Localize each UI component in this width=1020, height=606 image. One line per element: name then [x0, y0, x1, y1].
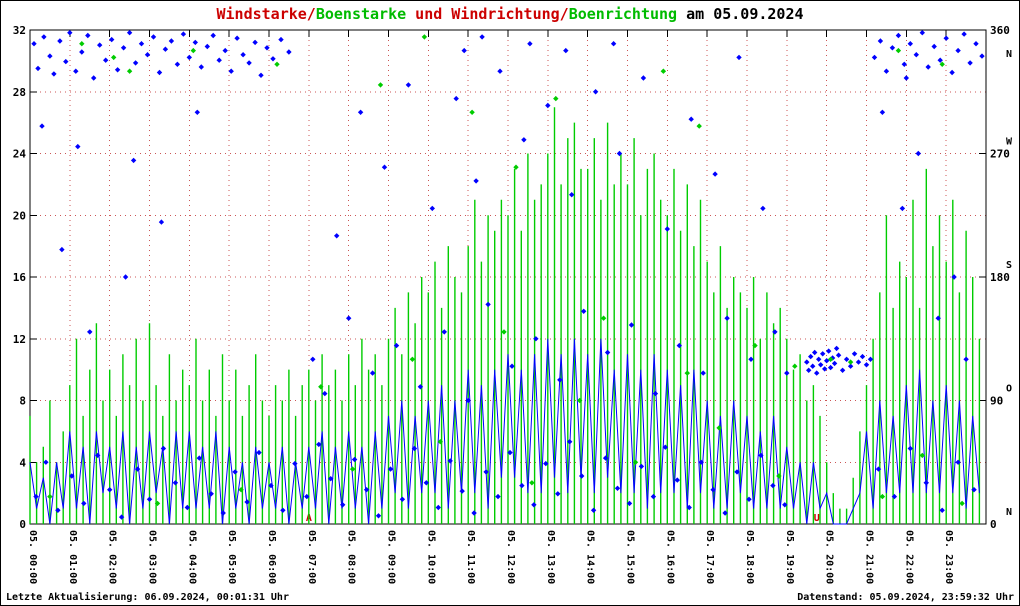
x-tick-label: 05. 13:00: [545, 530, 556, 584]
x-tick-label: 05. 18:00: [744, 530, 755, 584]
x-tick-label: 05. 09:00: [386, 530, 397, 584]
compass-label: W: [1006, 137, 1013, 148]
left-tick-label: 32: [13, 24, 26, 37]
footer-last-update: Letzte Aktualisierung: 06.09.2024, 00:01…: [6, 591, 289, 603]
title-windrichtung: und Windrichtung/: [406, 5, 569, 23]
x-tick-label: 05. 21:00: [864, 530, 875, 584]
x-tick-label: 05. 05:00: [226, 530, 237, 584]
left-tick-label: 4: [19, 456, 26, 469]
x-tick-label: 05. 12:00: [505, 530, 516, 584]
title-date: am 05.09.2024: [677, 5, 803, 23]
left-tick-label: 0: [19, 518, 26, 531]
x-tick-label: 05. 02:00: [107, 530, 118, 584]
wind-strength-line: [29, 338, 980, 525]
right-tick-label: 360: [990, 24, 1010, 37]
x-tick-label: 05. 14:00: [585, 530, 596, 584]
x-tick-label: 05. 22:00: [903, 530, 914, 584]
compass-label: S: [1006, 260, 1012, 271]
compass-label: N: [1006, 507, 1012, 518]
compass-label: O: [1006, 384, 1012, 395]
x-tick-label: 05. 04:00: [186, 530, 197, 584]
x-tick-label: 05. 15:00: [625, 530, 636, 584]
left-tick-label: 20: [13, 209, 26, 222]
x-tick-label: 05. 01:00: [67, 530, 78, 584]
left-tick-label: 16: [13, 271, 27, 284]
title-boenstarke: Boenstarke: [316, 5, 406, 23]
left-tick-label: 28: [13, 86, 26, 99]
left-axis-labels: 0 4 8 12 16 20 24 28 32: [13, 24, 27, 531]
right-tick-label: 0: [990, 518, 997, 531]
compass-label: N: [1006, 49, 1012, 60]
right-tick-label: 90: [990, 395, 1003, 408]
left-tick-label: 8: [19, 395, 26, 408]
x-tick-label: 05. 23:00: [943, 530, 954, 584]
right-tick-label: 180: [990, 271, 1010, 284]
right-tick-label: 270: [990, 148, 1010, 161]
x-axis-labels: 05. 00:00 05. 01:00 05. 02:00 05. 03:00 05. …: [27, 530, 954, 584]
x-tick-label: 05. 17:00: [704, 530, 715, 584]
chart-title: Windstarke/Boenstarke und Windrichtung/B…: [216, 5, 803, 23]
left-tick-label: 12: [13, 333, 26, 346]
x-tick-label: 05. 16:00: [664, 530, 675, 584]
x-tick-label: 05. 20:00: [824, 530, 835, 584]
x-tick-label: 05. 06:00: [266, 530, 277, 584]
x-tick-label: 05. 03:00: [147, 530, 158, 584]
x-tick-label: 05. 07:00: [306, 530, 317, 584]
x-tick-label: 05. 00:00: [27, 530, 38, 584]
footer-data-state: Datenstand: 05.09.2024, 23:59:32 Uhr: [797, 592, 1014, 603]
x-tick-label: 05. 08:00: [346, 530, 357, 584]
x-tick-label: 05. 11:00: [465, 530, 476, 584]
left-tick-label: 24: [13, 148, 27, 161]
sunset-marker: U: [814, 513, 820, 524]
title-boenrichtung: Boenrichtung: [569, 5, 677, 23]
x-tick-label: 05. 10:00: [425, 530, 436, 584]
x-tick-label: 05. 19:00: [784, 530, 795, 584]
title-windstarke: Windstarke/: [216, 5, 315, 23]
